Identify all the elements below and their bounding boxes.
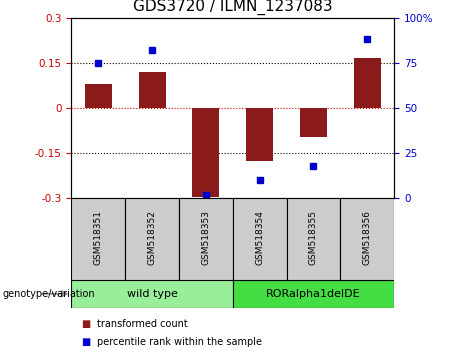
Bar <box>139 72 165 108</box>
Text: GSM518353: GSM518353 <box>201 210 210 265</box>
Bar <box>300 108 327 137</box>
Text: ■: ■ <box>81 319 90 329</box>
Text: RORalpha1delDE: RORalpha1delDE <box>266 289 361 299</box>
Bar <box>340 198 394 280</box>
Text: GSM518355: GSM518355 <box>309 210 318 265</box>
Bar <box>233 198 287 280</box>
Bar <box>179 198 233 280</box>
Text: transformed count: transformed count <box>97 319 188 329</box>
Text: GSM518351: GSM518351 <box>94 210 103 265</box>
Bar <box>193 108 219 197</box>
Bar <box>125 198 179 280</box>
Text: GSM518356: GSM518356 <box>363 210 372 265</box>
Bar <box>71 198 125 280</box>
Bar <box>85 84 112 108</box>
Bar <box>233 280 394 308</box>
Text: wild type: wild type <box>127 289 177 299</box>
Bar <box>246 108 273 161</box>
Bar <box>71 280 233 308</box>
Text: GSM518352: GSM518352 <box>148 210 157 265</box>
Text: GSM518354: GSM518354 <box>255 210 264 265</box>
Text: genotype/variation: genotype/variation <box>2 289 95 299</box>
Text: percentile rank within the sample: percentile rank within the sample <box>97 337 262 347</box>
Text: ■: ■ <box>81 337 90 347</box>
Bar <box>287 198 340 280</box>
Bar <box>354 58 381 108</box>
Title: GDS3720 / ILMN_1237083: GDS3720 / ILMN_1237083 <box>133 0 333 15</box>
